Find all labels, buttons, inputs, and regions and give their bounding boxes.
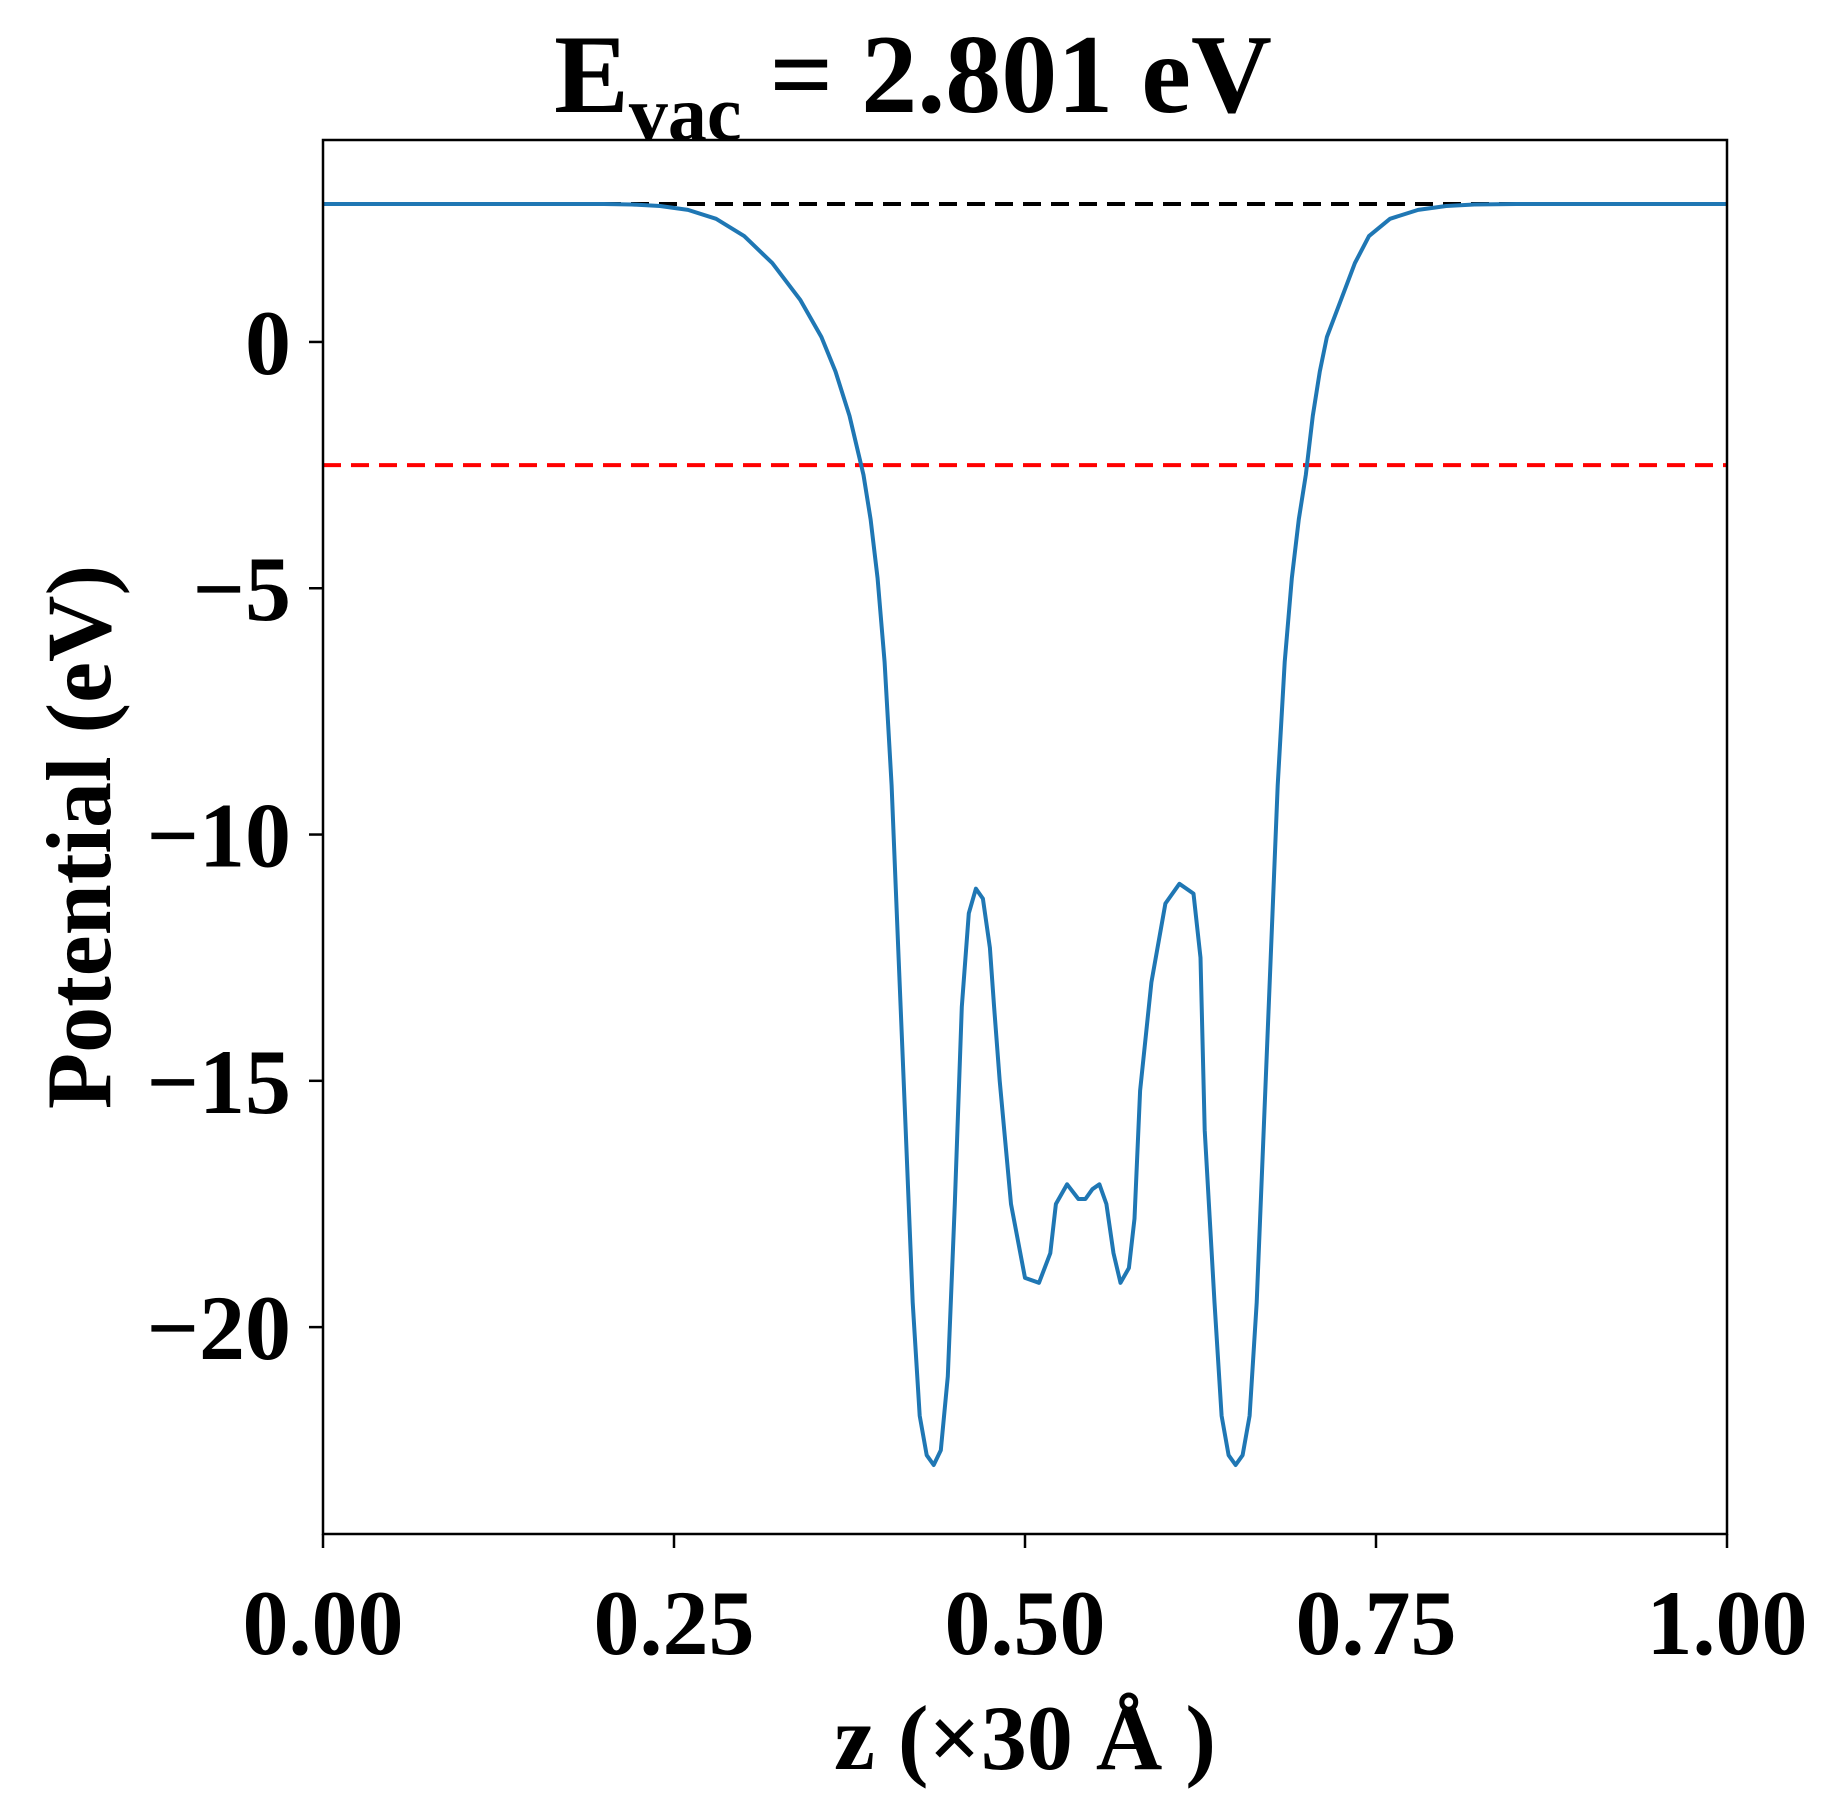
x-axis-label: z (×30 Å ) <box>834 1687 1216 1789</box>
x-axis: 0.00 0.25 0.50 0.75 1.00 <box>243 1534 1808 1674</box>
x-tick-label: 0.75 <box>1296 1572 1457 1674</box>
y-tick-label: 0 <box>245 292 291 394</box>
chart-title: Evac = 2.801 eV <box>554 13 1272 157</box>
reference-lines <box>323 201 1727 468</box>
y-tick-label: −5 <box>193 538 291 640</box>
chart-title-rest: = 2.801 eV <box>741 13 1271 137</box>
chart-title-main: E <box>554 13 629 137</box>
x-tick-label: 0.50 <box>945 1572 1106 1674</box>
y-axis-label: Potential (eV) <box>28 565 130 1109</box>
y-tick-label: −20 <box>147 1277 291 1379</box>
series-line-0 <box>323 202 1727 1467</box>
series-layer <box>323 202 1727 1467</box>
x-tick-label: 0.25 <box>594 1572 755 1674</box>
plot-frame <box>321 138 1729 1536</box>
y-tick-label: −10 <box>147 785 291 887</box>
y-axis: 0 −5 −10 −15 −20 <box>147 292 323 1379</box>
chart-title-subscript: vac <box>629 70 742 157</box>
x-tick-label: 1.00 <box>1647 1572 1808 1674</box>
y-tick-label: −15 <box>147 1031 291 1133</box>
x-tick-label: 0.00 <box>243 1572 404 1674</box>
